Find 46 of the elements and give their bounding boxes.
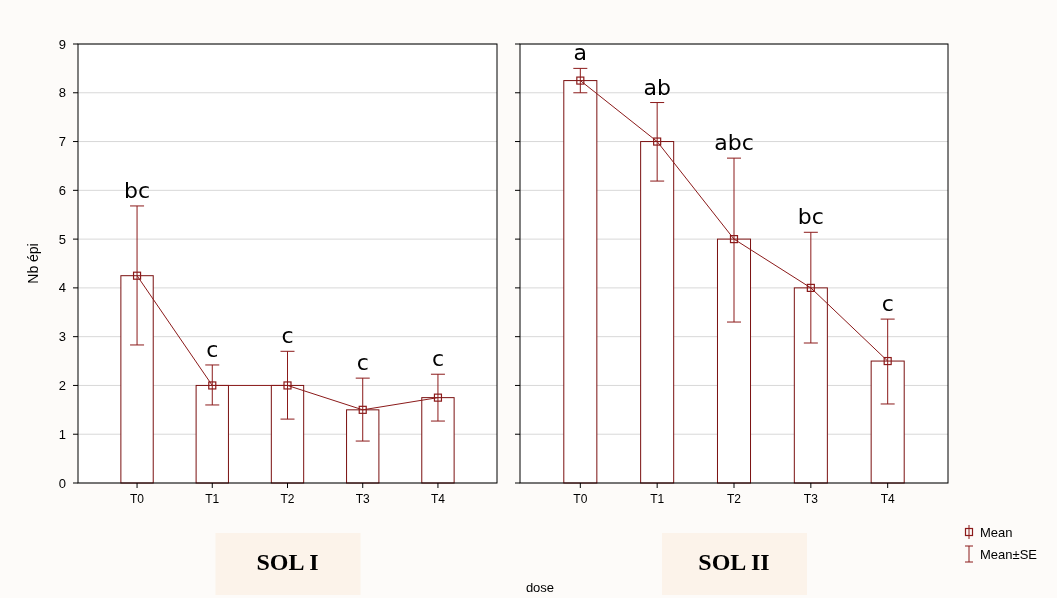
- x-tick-label: T3: [355, 492, 371, 506]
- annotation: bc: [797, 204, 824, 230]
- point: [283, 381, 292, 390]
- annotation: c: [206, 336, 219, 362]
- x-tick-label: T1: [650, 492, 665, 506]
- annotation: c: [281, 323, 294, 349]
- y-tick-label: 0: [58, 475, 66, 491]
- point: [358, 405, 367, 414]
- annotation: abc: [714, 130, 754, 156]
- y-tick-label: 7: [58, 134, 66, 150]
- x-tick-label: T1: [205, 492, 220, 506]
- x-tick-label: T3: [803, 492, 819, 506]
- y-axis-title: Nb épi: [25, 243, 41, 284]
- point: [433, 393, 443, 402]
- text: Mean±SE: [980, 546, 1038, 562]
- y-tick-label: 6: [58, 182, 66, 198]
- annotation: c: [356, 350, 369, 376]
- y-tick-label: 8: [58, 85, 66, 101]
- y-tick-label: 5: [58, 231, 66, 247]
- point: [806, 283, 815, 292]
- x-tick-label: T0: [130, 492, 145, 506]
- x-tick-label: T4: [430, 492, 446, 506]
- point: [576, 76, 585, 85]
- x-tick-label: T4: [880, 492, 895, 506]
- annotation: c: [431, 346, 444, 372]
- point: [729, 235, 739, 244]
- annotation: bc: [124, 177, 151, 203]
- x-axis-title: SOL II: [698, 549, 770, 575]
- point: [208, 381, 217, 390]
- legend-label: Mean: [980, 524, 1013, 540]
- annotation: ab: [643, 74, 671, 100]
- y-tick-label: 1: [58, 426, 66, 442]
- y-tick-label: 9: [58, 36, 66, 52]
- y-tick-label: 3: [58, 329, 66, 345]
- x-tick-label: T2: [280, 492, 295, 506]
- point: [883, 356, 892, 366]
- annotation: a: [573, 40, 588, 66]
- x-axis-title: SOL I: [256, 549, 319, 575]
- y-tick-label: 4: [58, 280, 66, 296]
- y-tick-label: 2: [58, 377, 66, 393]
- x-tick-label: T0: [573, 492, 588, 506]
- point: [653, 137, 662, 146]
- x-tick-label: T2: [726, 492, 742, 506]
- text: dose: [525, 580, 555, 595]
- point: [132, 271, 142, 280]
- annotation: c: [881, 291, 894, 317]
